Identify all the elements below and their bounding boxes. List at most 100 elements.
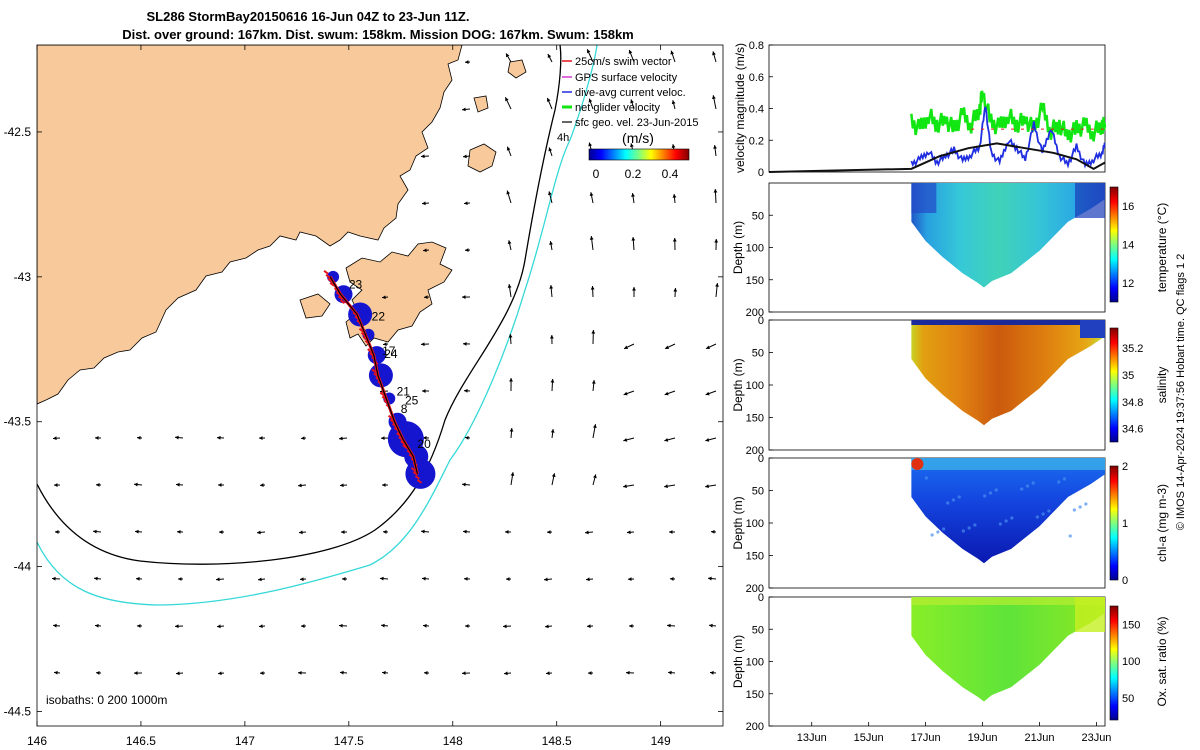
- current-vector-head: [382, 670, 386, 675]
- current-vector-head: [301, 436, 305, 441]
- colorbar-label: chl-a (mg m-3): [1155, 484, 1169, 562]
- current-vector-head: [507, 284, 512, 288]
- legend-item-gps: GPS surface velocity: [575, 72, 678, 84]
- section-detail: [911, 597, 1105, 605]
- current-vector-head: [713, 189, 718, 193]
- current-vector-head: [218, 483, 222, 487]
- current-vector-head: [216, 577, 220, 582]
- waypoint-label: 17: [382, 344, 396, 358]
- current-vector-head: [550, 379, 555, 383]
- current-vector-head: [506, 190, 511, 195]
- current-vector-head: [670, 577, 674, 581]
- current-vector-head: [664, 484, 668, 489]
- current-vector-head: [623, 484, 627, 489]
- current-vector-head: [217, 435, 221, 440]
- section-detail: [1068, 534, 1072, 538]
- section-detail: [994, 488, 998, 492]
- colorbar-tick-label: 34.6: [1122, 424, 1143, 436]
- section-detail: [1020, 487, 1024, 491]
- current-vector-head: [705, 438, 710, 442]
- colorbar-title: (m/s): [622, 130, 654, 146]
- map-x-tick-label: 147: [235, 734, 255, 748]
- depth-tick-label: 150: [746, 551, 764, 563]
- island-small: [507, 59, 527, 79]
- current-vector-head: [339, 623, 343, 628]
- current-vector-head: [549, 285, 554, 289]
- island-north: [467, 143, 497, 173]
- current-vector-head: [550, 429, 555, 433]
- waypoint-label: 22: [372, 309, 386, 323]
- section-colorbar: [1109, 465, 1119, 581]
- current-vector-head: [53, 623, 57, 628]
- section-detail: [998, 522, 1002, 526]
- legend-corner-note: 4h: [557, 132, 569, 144]
- colorbar-tick: 0.4: [662, 167, 679, 181]
- legend-item-dive: dive-avg current veloc.: [575, 87, 686, 99]
- current-vector-head: [53, 436, 57, 441]
- current-vector-head: [591, 330, 596, 334]
- colorbar-tick-label: 34.8: [1122, 397, 1143, 409]
- depth-tick-label: 150: [746, 689, 764, 701]
- current-vector-head: [218, 671, 222, 676]
- current-vector-head: [546, 97, 551, 102]
- current-vector-head: [505, 97, 509, 102]
- current-vector-head: [630, 99, 634, 104]
- current-vector-head: [510, 472, 515, 476]
- section-detail: [1078, 505, 1082, 509]
- dive-avg-blob: [405, 458, 436, 489]
- current-vector-head: [714, 239, 719, 243]
- current-vector-head: [339, 436, 343, 441]
- current-vector-head: [708, 576, 712, 581]
- section-detail: [1010, 516, 1014, 520]
- current-vector-head: [464, 388, 468, 393]
- dive-avg-blob: [368, 363, 393, 388]
- current-vector-head: [551, 473, 556, 478]
- current-vector-head: [546, 671, 550, 676]
- current-vector-head: [462, 295, 466, 300]
- current-vector-head: [382, 483, 386, 487]
- depth-tick-label: 100: [746, 657, 764, 669]
- velocity-series-line: [768, 142, 1106, 173]
- current-vector-head: [421, 342, 425, 347]
- swim-vector: [414, 475, 421, 480]
- section-detail: [946, 501, 950, 505]
- swim-vector: [410, 467, 417, 472]
- current-vector-head: [705, 484, 709, 489]
- figure-title-line1: SL286 StormBay20150616 16-Jun 04Z to 23-…: [147, 9, 470, 24]
- section-detail: [924, 476, 928, 480]
- current-vector-head: [631, 237, 636, 241]
- swim-vector: [329, 282, 335, 287]
- current-vector-head: [259, 624, 263, 629]
- current-vector-head: [667, 623, 671, 628]
- section-detail: [967, 526, 971, 530]
- temperature-section: 50 100 150 200 Depth (m) 12 14 16 temperature (°…: [731, 182, 1169, 319]
- current-vector-head: [260, 483, 264, 488]
- current-vector-head: [423, 623, 427, 628]
- velocity-ylabel: velocity magnitude (m/s): [733, 43, 747, 173]
- current-vector-head: [544, 577, 548, 582]
- velocity-tick-label: 0.8: [749, 40, 764, 52]
- current-vector-head: [626, 670, 630, 675]
- current-vector-head: [464, 201, 468, 206]
- section-detail: [1047, 509, 1051, 513]
- current-vector-head: [423, 248, 427, 253]
- current-vector-head: [585, 530, 589, 535]
- current-vector-head: [422, 201, 426, 206]
- current-vector-head: [549, 335, 554, 339]
- section-detail: [936, 530, 940, 534]
- swim-vector: [371, 368, 377, 374]
- current-vector-head: [671, 144, 676, 148]
- current-vector-head: [547, 530, 551, 535]
- current-vector-head: [706, 345, 711, 349]
- current-vector-head: [547, 53, 552, 58]
- velocity-tick-label: 0.2: [749, 135, 764, 147]
- section-colorbar: [1109, 605, 1119, 721]
- map-x-tick-label: 148.5: [542, 734, 572, 748]
- current-vector-head: [588, 142, 593, 147]
- date-tick-label: 21Jun: [1025, 732, 1055, 744]
- depth-tick-label: 200: [746, 445, 764, 457]
- section-detail: [1075, 183, 1105, 218]
- current-vector-head: [670, 50, 675, 55]
